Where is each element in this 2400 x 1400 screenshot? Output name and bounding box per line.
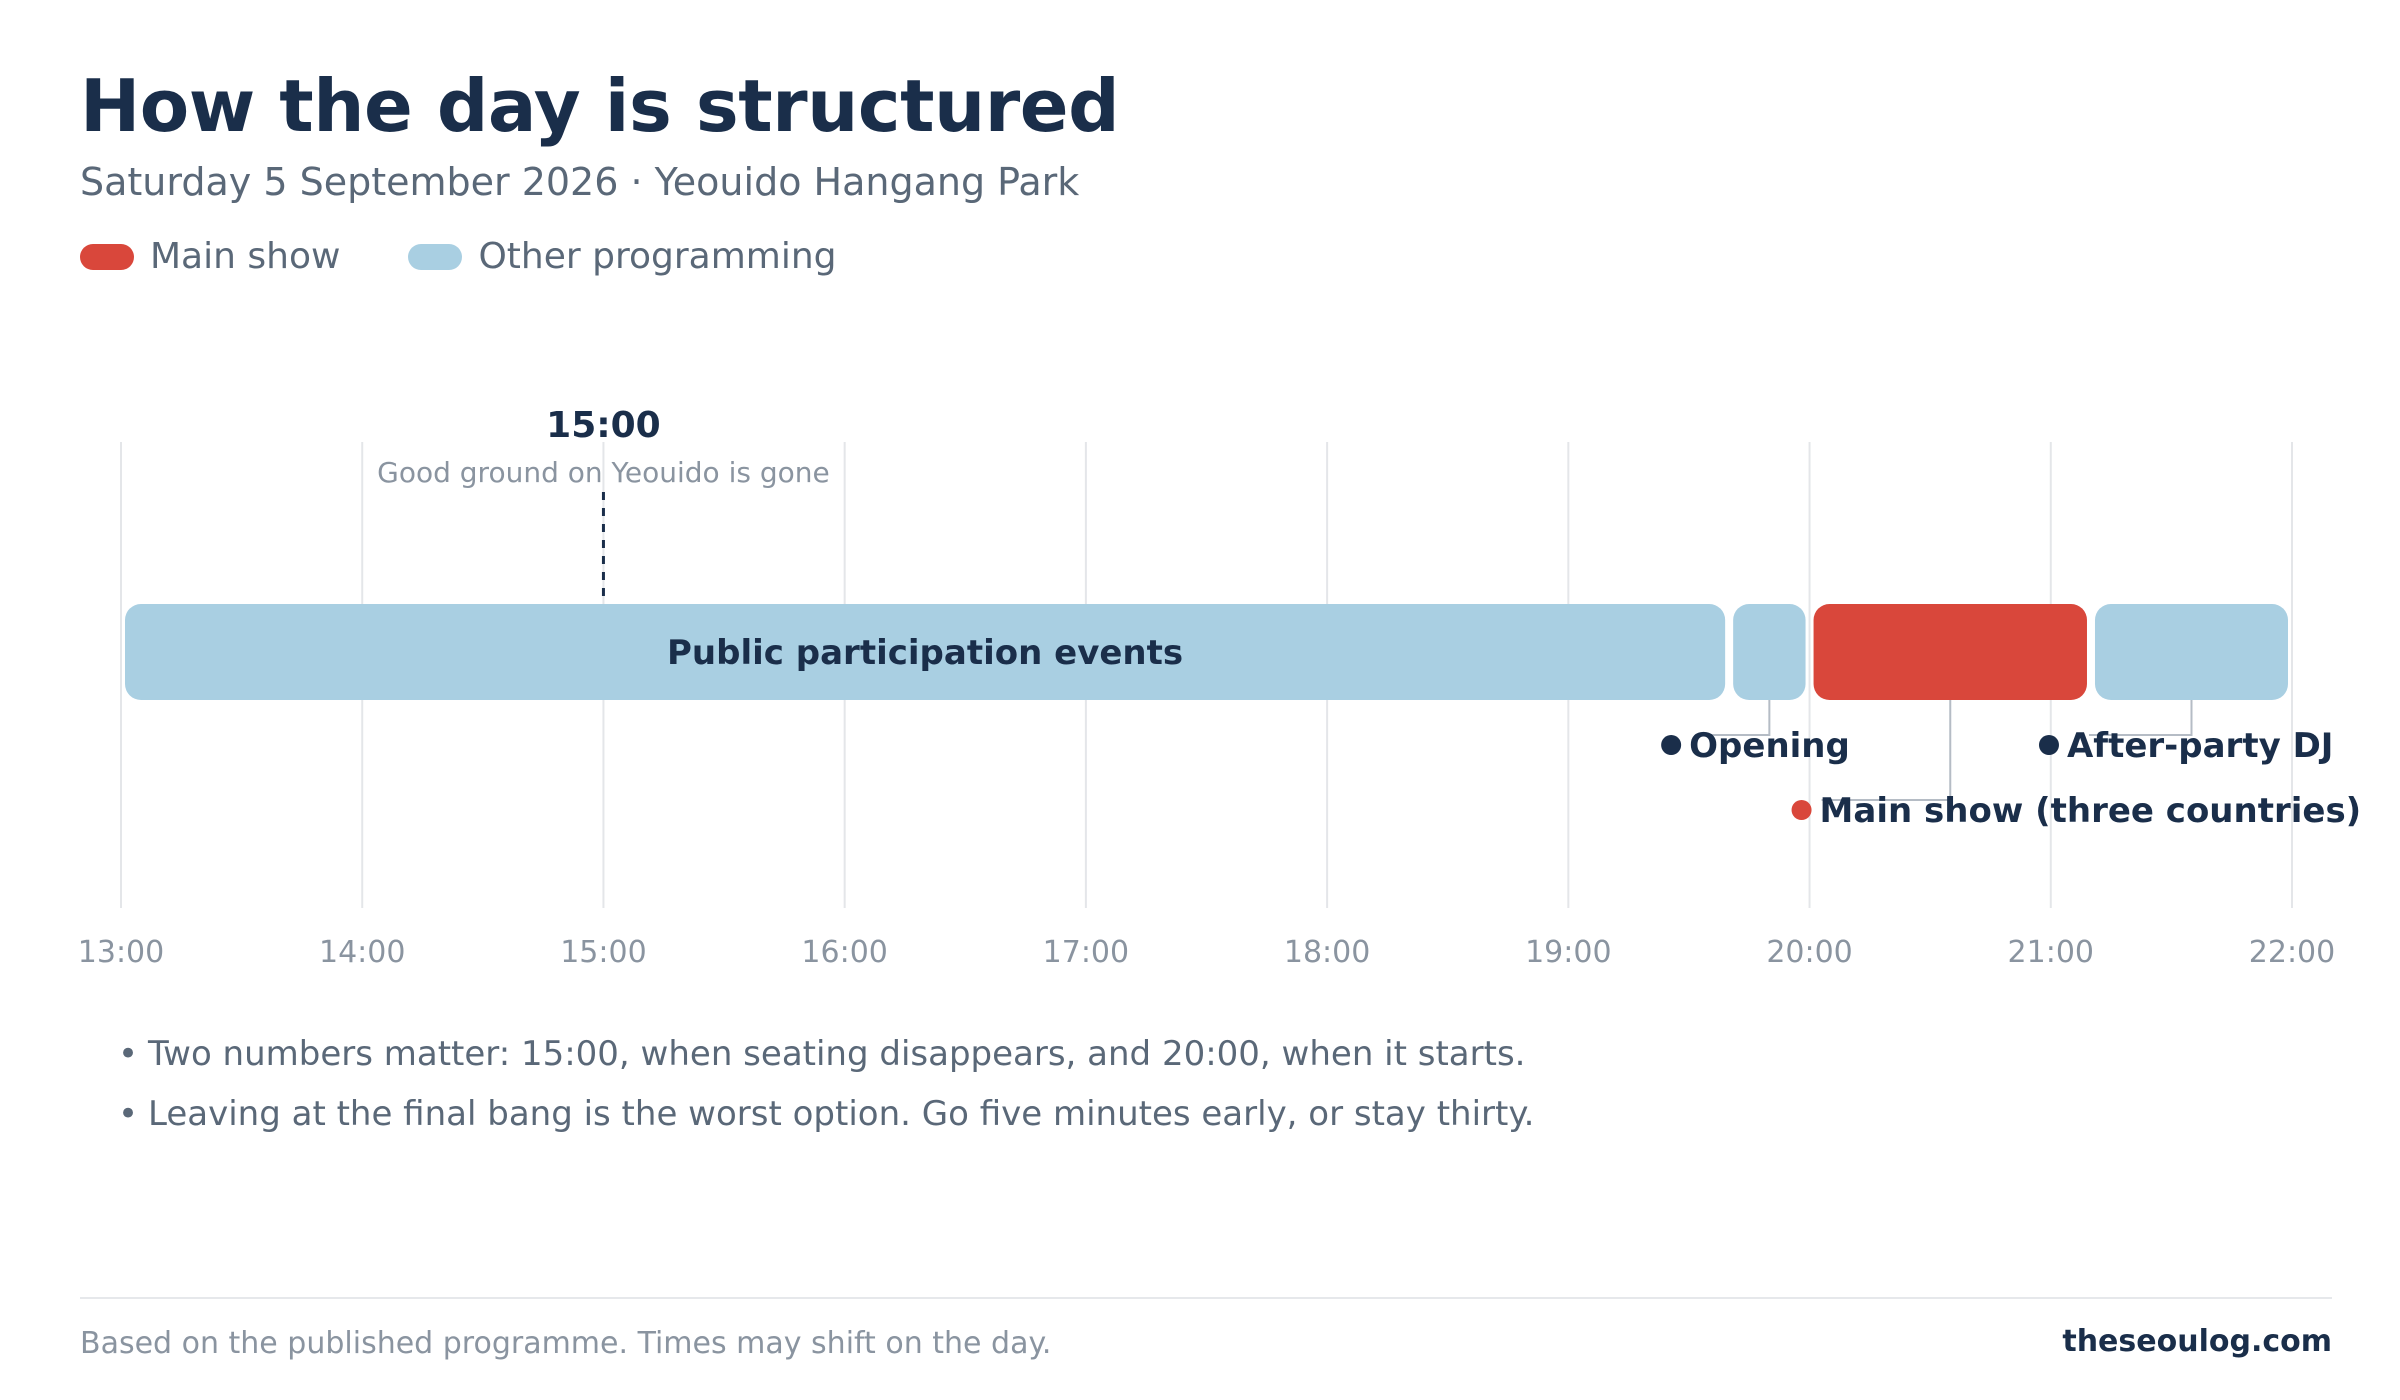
legend: Main show Other programming: [80, 236, 905, 277]
x-tick-label: 20:00: [1766, 935, 1852, 970]
callout-label-after-party-dj: After-party DJ: [2067, 726, 2333, 766]
footer-site-link[interactable]: theseoulog.com: [2062, 1324, 2332, 1359]
x-tick-label: 13:00: [78, 935, 164, 970]
legend-swatch-other-programming: [408, 243, 463, 270]
legend-label-other-programming: Other programming: [478, 236, 837, 277]
x-tick-label: 19:00: [1525, 935, 1611, 970]
chart-title: How the day is structured: [80, 64, 1120, 148]
marker-note: Good ground on Yeouido is gone: [377, 456, 830, 489]
marker-time-label: 15:00: [546, 405, 661, 446]
legend-swatch-main-show: [80, 243, 134, 270]
x-tick-label: 18:00: [1284, 935, 1370, 970]
callout-leader-main-show: [1821, 700, 1952, 801]
footer-source: Based on the published programme. Times …: [80, 1326, 1052, 1361]
x-tick-label: 16:00: [801, 935, 887, 970]
legend-item-main-show: Main show: [80, 236, 340, 277]
callout-leader-after-party-dj: [2088, 700, 2193, 736]
callout-dot-main-show: [1791, 800, 1812, 820]
x-tick-label: 22:00: [2249, 935, 2335, 970]
x-tick-label: 21:00: [2008, 935, 2094, 970]
notes-list: Two numbers matter: 15:00, when seating …: [118, 1024, 1534, 1144]
callout-label-opening: Opening: [1689, 726, 1850, 766]
legend-item-other-programming: Other programming: [408, 236, 837, 277]
footer-divider: [80, 1297, 2332, 1299]
timeline-segment-main-show-three-countries: [1813, 604, 2087, 700]
timeline-chart: 13:00 14:00 15:00 16:00 17:00 18:00 19:00 20:00…: [78, 405, 2362, 970]
x-tick-label: 15:00: [560, 935, 646, 970]
timeline-segment-opening: [1733, 604, 1806, 700]
note-item: Two numbers matter: 15:00, when seating …: [118, 1024, 1534, 1084]
x-tick-label: 14:00: [319, 935, 405, 970]
timeline-segment-public-participation-events: [125, 604, 1726, 700]
timeline-segment-after-party-dj: [2094, 604, 2288, 700]
x-tick-label: 17:00: [1043, 935, 1129, 970]
note-item: Leaving at the final bang is the worst o…: [118, 1084, 1534, 1144]
callout-dot-opening: [1661, 735, 1682, 755]
callout-dot-after-party-dj: [2038, 735, 2059, 755]
callout-label-main-show: Main show (three countries): [1820, 791, 2362, 831]
chart-subtitle: Saturday 5 September 2026 · Yeouido Hang…: [80, 160, 1080, 204]
segment-label-public-participation: Public participation events: [667, 633, 1183, 673]
callout-leader-opening: [1711, 700, 1771, 736]
legend-label-main-show: Main show: [150, 236, 341, 277]
